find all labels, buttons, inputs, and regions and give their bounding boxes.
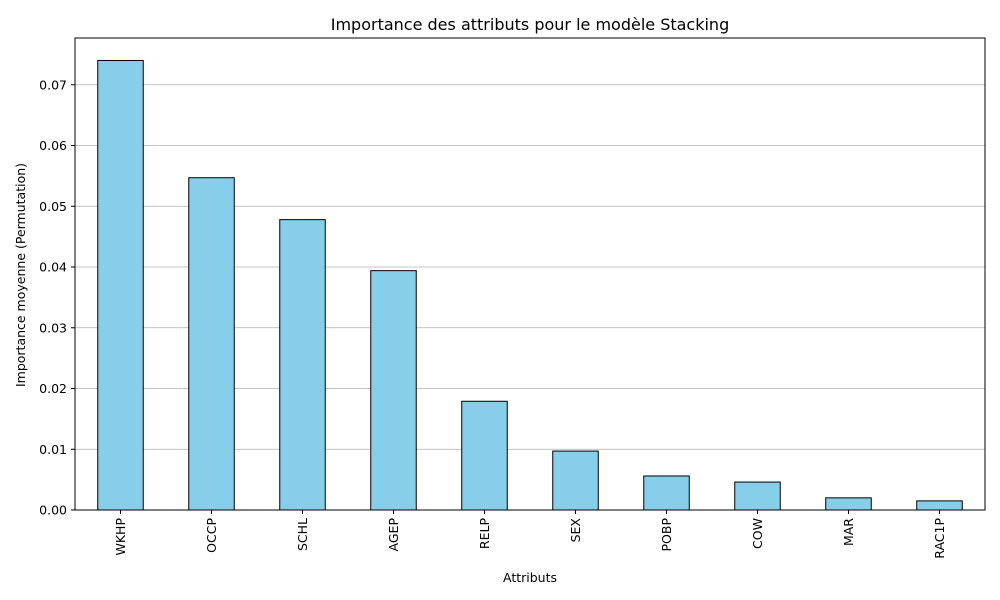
y-axis-label: Importance moyenne (Permutation) xyxy=(13,163,28,387)
bar-wkhp xyxy=(97,59,144,511)
bar-cow xyxy=(734,481,781,511)
y-axis: 0.00 0.01 0.02 0.03 0.04 0.05 0.06 0.07 xyxy=(39,77,75,518)
bar-agep xyxy=(370,270,417,511)
x-axis-label: Attributs xyxy=(503,570,557,585)
bar-rac1p xyxy=(916,500,963,511)
x-tick-label: WKHP xyxy=(113,518,128,556)
bar-occp xyxy=(188,177,235,511)
y-tick-label: 0.02 xyxy=(39,381,67,396)
y-tick-label: 0.07 xyxy=(39,77,67,92)
bar-mar xyxy=(825,497,872,511)
y-tick-label: 0.03 xyxy=(39,320,67,335)
y-tick-label: 0.05 xyxy=(39,199,67,214)
x-tick-label: SCHL xyxy=(295,518,310,551)
x-tick-label: SEX xyxy=(568,518,583,543)
y-tick-label: 0.00 xyxy=(39,503,67,518)
x-tick-label: MAR xyxy=(841,518,856,546)
x-tick-label: OCCP xyxy=(204,518,219,553)
y-tick-label: 0.06 xyxy=(39,138,67,153)
plot-frame xyxy=(74,37,986,511)
x-tick-label: POBP xyxy=(659,518,674,552)
x-tick-label: AGEP xyxy=(386,518,401,552)
bar-pobp xyxy=(643,475,690,511)
x-tick-label: RELP xyxy=(477,518,492,550)
bar-schl xyxy=(279,219,326,511)
x-tick-label: COW xyxy=(750,518,765,549)
x-tick-label: RAC1P xyxy=(932,518,947,559)
y-tick-label: 0.04 xyxy=(39,260,67,275)
bar-sex xyxy=(552,450,599,511)
bar-relp xyxy=(461,400,508,511)
x-axis: WKHP OCCP SCHL AGEP RELP SEX POBP COW MAR RAC1P xyxy=(113,510,947,559)
chart-title: Importance des attributs pour le modèle … xyxy=(331,15,729,34)
bars xyxy=(97,59,963,511)
y-tick-label: 0.01 xyxy=(39,442,67,457)
